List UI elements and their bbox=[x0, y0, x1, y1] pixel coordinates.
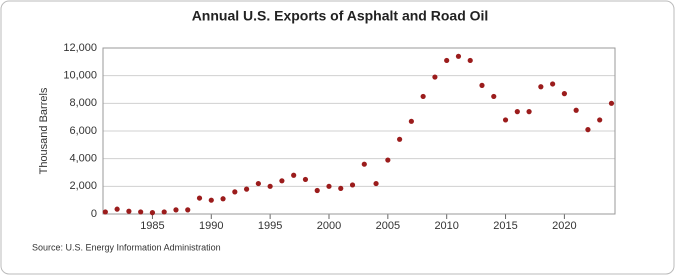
data-point bbox=[585, 127, 591, 133]
data-point bbox=[597, 117, 603, 123]
data-point bbox=[479, 82, 485, 88]
data-point bbox=[444, 57, 450, 64]
data-point bbox=[349, 182, 356, 188]
x-tick-label: 2020 bbox=[552, 220, 576, 232]
data-point bbox=[608, 100, 615, 106]
data-point bbox=[385, 157, 391, 163]
x-tick-label: 2000 bbox=[317, 220, 341, 232]
x-tick-label: 1995 bbox=[258, 220, 282, 232]
data-point bbox=[573, 107, 579, 113]
y-tick-label: 0 bbox=[91, 208, 97, 220]
data-point bbox=[291, 172, 297, 178]
x-tick-label: 2015 bbox=[493, 220, 517, 232]
data-point bbox=[255, 180, 261, 187]
data-point bbox=[114, 206, 120, 212]
data-point bbox=[361, 161, 367, 167]
data-point bbox=[338, 185, 344, 192]
data-point bbox=[502, 117, 509, 123]
y-axis-label: Thousand Barrels bbox=[38, 87, 50, 174]
x-tick-label: 2005 bbox=[376, 220, 400, 232]
y-tick-label: 10,000 bbox=[63, 70, 97, 82]
x-tick-label: 2010 bbox=[434, 220, 458, 232]
chart-title: Annual U.S. Exports of Asphalt and Road … bbox=[192, 8, 489, 24]
data-point bbox=[420, 93, 426, 100]
data-point bbox=[267, 183, 273, 189]
y-tick-label: 4,000 bbox=[69, 153, 97, 165]
data-point bbox=[173, 207, 179, 213]
y-tick-label: 6,000 bbox=[69, 125, 97, 137]
data-point bbox=[526, 109, 532, 115]
data-point bbox=[326, 183, 332, 189]
data-point bbox=[302, 176, 309, 183]
y-tick-label: 12,000 bbox=[63, 42, 97, 54]
data-point bbox=[455, 53, 462, 59]
data-point bbox=[491, 93, 497, 100]
data-point bbox=[538, 84, 544, 90]
data-point bbox=[561, 91, 567, 97]
data-point bbox=[467, 57, 473, 64]
data-point bbox=[432, 74, 438, 80]
y-tick-label: 2,000 bbox=[69, 180, 97, 192]
data-point bbox=[149, 210, 156, 216]
source-note: Source: U.S. Energy Information Administ… bbox=[32, 242, 221, 252]
x-tick-label: 1985 bbox=[140, 220, 164, 232]
plot-frame bbox=[102, 47, 616, 215]
data-point bbox=[220, 196, 226, 202]
data-point bbox=[243, 186, 250, 192]
data-point bbox=[232, 189, 238, 195]
data-point bbox=[196, 195, 203, 201]
data-point bbox=[408, 118, 414, 124]
data-point bbox=[161, 209, 167, 215]
data-point bbox=[279, 178, 285, 184]
y-tick-label: 8,000 bbox=[69, 97, 97, 109]
data-point bbox=[397, 136, 403, 142]
data-point bbox=[373, 180, 379, 187]
data-point bbox=[208, 197, 214, 203]
data-point bbox=[126, 208, 132, 214]
data-point bbox=[550, 81, 556, 87]
data-point bbox=[138, 209, 144, 215]
data-point bbox=[185, 207, 191, 213]
data-point bbox=[314, 187, 320, 194]
data-point bbox=[102, 209, 108, 215]
data-point bbox=[514, 109, 520, 115]
x-tick-label: 1990 bbox=[199, 220, 223, 232]
